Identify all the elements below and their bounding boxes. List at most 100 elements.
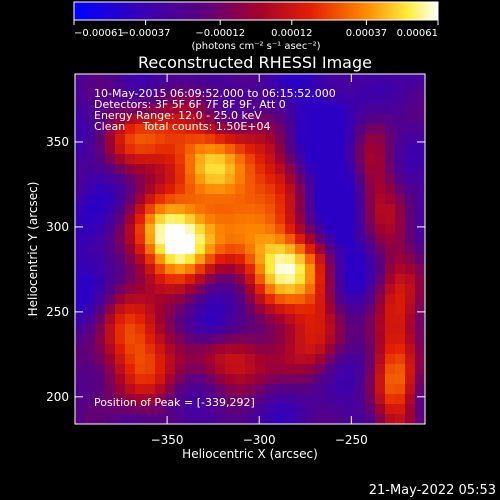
heatmap-cell: [255, 224, 266, 235]
heatmap-cell: [415, 94, 425, 105]
heatmap-cell: [185, 124, 196, 135]
heatmap-cell: [135, 214, 146, 225]
heatmap-cell: [175, 244, 186, 255]
heatmap-cell: [355, 414, 366, 424]
heatmap-cell: [415, 84, 425, 95]
heatmap-cell: [185, 404, 196, 415]
heatmap-cell: [305, 234, 316, 245]
heatmap-cell: [255, 284, 266, 295]
heatmap-cell: [345, 394, 356, 405]
heatmap-cell: [255, 324, 266, 335]
heatmap-cell: [75, 74, 86, 85]
heatmap-cell: [405, 184, 416, 195]
heatmap-cell: [215, 144, 226, 155]
heatmap-cell: [195, 334, 206, 345]
heatmap-cell: [415, 264, 425, 275]
heatmap-cell: [215, 304, 226, 315]
heatmap-cell: [145, 174, 156, 185]
heatmap-cell: [325, 274, 336, 285]
heatmap-cell: [325, 374, 336, 385]
heatmap-cell: [135, 394, 146, 405]
heatmap-cell: [105, 194, 116, 205]
heatmap-cell: [225, 144, 236, 155]
heatmap-cell: [395, 324, 406, 335]
heatmap-cell: [175, 384, 186, 395]
heatmap-cell: [395, 384, 406, 395]
heatmap-cell: [165, 384, 176, 395]
heatmap-cell: [235, 274, 246, 285]
heatmap-cell: [165, 284, 176, 295]
heatmap-cell: [415, 174, 425, 185]
heatmap-cell: [75, 224, 86, 235]
heatmap-cell: [85, 94, 96, 105]
heatmap-cell: [315, 224, 326, 235]
heatmap-cell: [265, 144, 276, 155]
heatmap-cell: [295, 254, 306, 265]
heatmap-cell: [205, 204, 216, 215]
heatmap-cell: [105, 414, 116, 424]
heatmap-cell: [185, 334, 196, 345]
heatmap-cell: [415, 74, 425, 85]
heatmap-cell: [315, 264, 326, 275]
heatmap-cell: [95, 174, 106, 185]
heatmap-cell: [255, 134, 266, 145]
heatmap-cell: [275, 154, 286, 165]
heatmap-cell: [235, 74, 246, 85]
heatmap-cell: [355, 84, 366, 95]
heatmap-cell: [95, 254, 106, 265]
heatmap-cell: [175, 74, 186, 85]
heatmap-cell: [235, 354, 246, 365]
colorbar-tick-label: 0.00061: [397, 28, 438, 39]
heatmap-cell: [235, 404, 246, 415]
heatmap-cell: [325, 134, 336, 145]
heatmap-cell: [355, 104, 366, 115]
heatmap-cell: [285, 154, 296, 165]
heatmap-cell: [195, 224, 206, 235]
heatmap-cell: [205, 104, 216, 115]
heatmap-cell: [215, 384, 226, 395]
heatmap-cell: [165, 354, 176, 365]
heatmap-cell: [345, 374, 356, 385]
heatmap-cell: [175, 224, 186, 235]
heatmap-cell: [285, 194, 296, 205]
heatmap-cell: [355, 254, 366, 265]
heatmap-cell: [335, 384, 346, 395]
heatmap-cell: [165, 84, 176, 95]
heatmap-cell: [385, 264, 396, 275]
heatmap-cell: [175, 404, 186, 415]
heatmap-cell: [375, 284, 386, 295]
heatmap-cell: [315, 254, 326, 265]
heatmap-cell: [345, 104, 356, 115]
heatmap-cell: [255, 274, 266, 285]
energy-range-label: Energy Range: 12.0 - 25.0 keV: [94, 109, 262, 122]
heatmap-cell: [345, 324, 356, 335]
heatmap-cell: [75, 344, 86, 355]
heatmap-cell: [415, 224, 425, 235]
heatmap-cell: [215, 204, 226, 215]
heatmap-cell: [245, 314, 256, 325]
heatmap-cell: [235, 174, 246, 185]
heatmap-cell: [195, 134, 206, 145]
heatmap-cell: [265, 274, 276, 285]
heatmap-cell: [95, 194, 106, 205]
heatmap-cell: [415, 384, 425, 395]
heatmap-cell: [115, 184, 126, 195]
heatmap-cell: [245, 124, 256, 135]
heatmap-cell: [285, 274, 296, 285]
heatmap-cell: [135, 114, 146, 125]
heatmap-cell: [115, 264, 126, 275]
heatmap-cell: [285, 404, 296, 415]
heatmap-cell: [405, 164, 416, 175]
heatmap-cell: [255, 214, 266, 225]
heatmap-cell: [225, 124, 236, 135]
heatmap-cell: [355, 184, 366, 195]
heatmap-cell: [285, 394, 296, 405]
heatmap-cell: [345, 284, 356, 295]
heatmap-cell: [145, 284, 156, 295]
heatmap-cell: [375, 414, 386, 424]
heatmap-cell: [105, 344, 116, 355]
heatmap-cell: [185, 94, 196, 105]
heatmap-cell: [275, 94, 286, 105]
heatmap-cell: [385, 164, 396, 175]
heatmap-cell: [205, 294, 216, 305]
